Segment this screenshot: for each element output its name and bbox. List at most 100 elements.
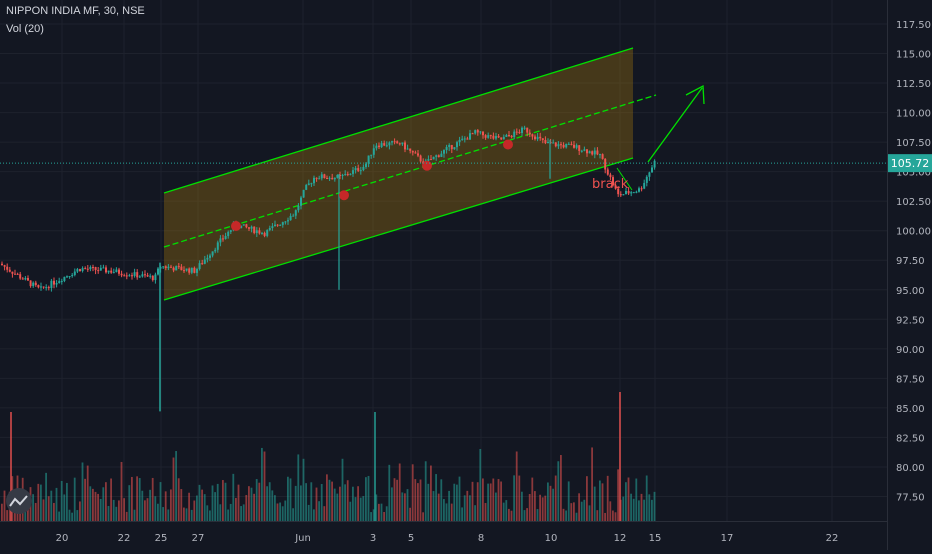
volume-bar — [237, 484, 240, 521]
channel-mid-line[interactable] — [163, 94, 657, 248]
signal-marker[interactable] — [503, 139, 513, 150]
x-tick-label: 17 — [721, 533, 734, 544]
markers: brack — [231, 139, 629, 231]
candle-body — [198, 263, 201, 270]
volume-bar — [487, 483, 489, 521]
x-tick-label: 22 — [826, 533, 839, 544]
candle-body — [203, 259, 206, 264]
candle-body — [630, 192, 633, 194]
volume-bar — [250, 487, 253, 521]
volume-bar — [609, 501, 612, 521]
volume-bar — [167, 509, 170, 521]
candle-body — [583, 149, 586, 151]
candle-body — [266, 230, 269, 236]
volume-bar — [149, 489, 151, 521]
candle-body — [352, 170, 354, 174]
volume-bar — [344, 484, 346, 521]
volume-bar — [349, 501, 352, 521]
volume-bar — [458, 476, 461, 521]
volume-bar — [180, 489, 183, 521]
volume-bar — [398, 463, 401, 521]
candle-body — [515, 131, 518, 133]
candle-body — [37, 285, 40, 288]
volume-bar — [326, 474, 328, 521]
volume-bar — [245, 494, 248, 521]
volume-bar — [385, 506, 388, 521]
tradingview-logo[interactable] — [6, 488, 32, 514]
candle-body — [1, 263, 3, 266]
volume-bar — [445, 503, 448, 521]
candle-body — [40, 286, 42, 288]
volume-bar — [341, 458, 344, 521]
trend-channel[interactable] — [163, 47, 705, 301]
candle-body — [437, 155, 440, 157]
channel-lower-line[interactable] — [163, 157, 634, 301]
volume-bar — [456, 484, 458, 521]
candle-body — [502, 136, 505, 140]
candle-body — [19, 274, 22, 279]
candle-body — [461, 138, 464, 140]
candle-body — [466, 138, 469, 140]
volume-title: Vol (20) — [6, 23, 44, 35]
volume-bar — [424, 461, 427, 521]
candle-body — [271, 226, 274, 228]
candle-body — [105, 267, 107, 273]
signal-marker[interactable] — [231, 220, 241, 231]
candle-body — [593, 150, 596, 155]
volume-bar — [606, 475, 609, 521]
candle-body — [172, 267, 175, 271]
candle-body — [380, 143, 383, 147]
grid — [0, 0, 887, 521]
volume-bar — [625, 482, 627, 521]
candle-body — [3, 265, 6, 267]
volume-bar — [430, 465, 432, 521]
candle-body — [609, 174, 612, 178]
volume-bar — [328, 479, 331, 521]
candle-body — [175, 266, 178, 271]
candle-body — [398, 143, 401, 145]
candle-body — [339, 174, 341, 176]
channel-upper-line[interactable] — [163, 47, 634, 194]
signal-marker[interactable] — [339, 190, 349, 201]
volume-bar — [193, 500, 196, 521]
candle-body — [276, 224, 279, 226]
volume-bar — [138, 478, 141, 521]
volume-bar — [599, 480, 601, 521]
volume-bar — [450, 503, 453, 521]
volume-bar — [604, 512, 606, 521]
volume-bar — [463, 495, 466, 521]
annotation-text[interactable]: brack — [592, 177, 629, 192]
candle-body — [612, 177, 614, 186]
volume-bar — [196, 495, 198, 521]
volume-bar — [388, 464, 391, 521]
volume-bar — [125, 511, 128, 521]
volume-bar — [263, 451, 266, 521]
volume-bar — [476, 482, 479, 521]
candle-body — [456, 142, 458, 148]
volume-bar — [513, 475, 515, 521]
signal-marker[interactable] — [422, 160, 432, 171]
volume-bar — [443, 499, 445, 521]
projection-arrow[interactable] — [647, 87, 703, 163]
candle-body — [123, 275, 126, 277]
volume-bar — [612, 510, 614, 521]
volume-bar — [151, 477, 154, 521]
volume-bar — [242, 504, 245, 521]
candle-body — [188, 268, 191, 273]
candle-body — [133, 272, 136, 276]
volume-bar — [211, 485, 214, 521]
candle-body — [149, 275, 152, 277]
volume-bar — [81, 462, 84, 521]
volume-bar — [175, 451, 177, 521]
candle-body — [209, 255, 211, 258]
candle-body — [216, 242, 219, 250]
volume-bar — [261, 447, 263, 521]
candle-body — [284, 221, 287, 223]
y-tick-label: 95.00 — [896, 286, 925, 297]
volume-bar — [47, 496, 50, 521]
volume-bar — [172, 457, 175, 521]
candle-body — [346, 174, 349, 176]
volume-bar — [552, 488, 554, 521]
